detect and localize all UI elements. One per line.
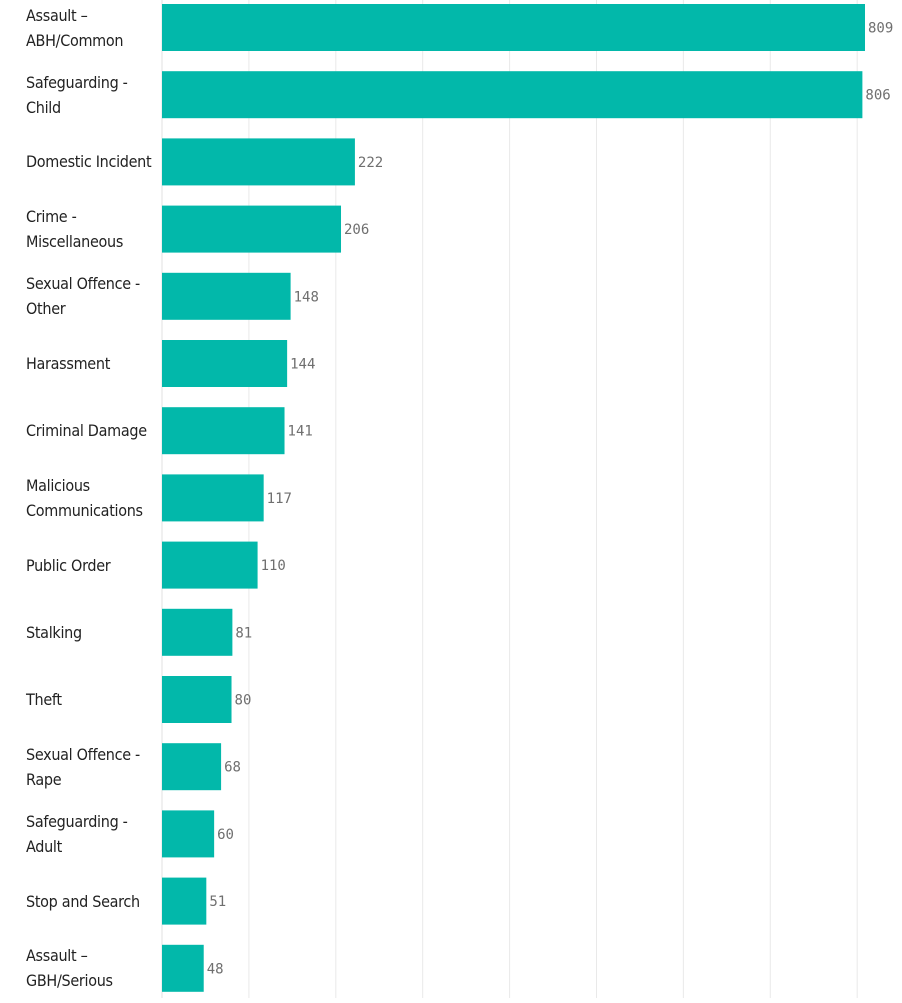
category-label: Harassment <box>26 354 111 373</box>
bar-value-label: 148 <box>294 289 319 305</box>
bar[interactable] <box>162 944 204 992</box>
bars <box>162 4 865 992</box>
category-label: Stop and Search <box>26 891 140 911</box>
bar[interactable] <box>162 407 285 455</box>
bar[interactable] <box>162 743 222 791</box>
bar-value-label: 206 <box>344 222 369 238</box>
bar[interactable] <box>162 676 232 723</box>
bar[interactable] <box>162 205 342 253</box>
bar-value-label: 81 <box>235 625 252 641</box>
bar[interactable] <box>162 877 207 925</box>
category-label: Malicious Communications <box>26 475 143 520</box>
category-label: Public Order <box>26 555 111 575</box>
bar[interactable] <box>162 474 264 522</box>
bar-value-label: 117 <box>267 491 292 507</box>
bar-value-label: 806 <box>865 88 890 104</box>
bar-value-label: 68 <box>224 760 241 776</box>
bar[interactable] <box>162 340 288 387</box>
category-label: Crime - Miscellaneous <box>26 207 124 252</box>
category-label: Theft <box>26 690 62 709</box>
category-label: Assault – GBH/Serious <box>26 946 113 991</box>
bar-value-label: 60 <box>217 827 234 843</box>
bar[interactable] <box>162 272 291 320</box>
category-label: Stalking <box>26 622 82 642</box>
bar-value-label: 80 <box>235 693 252 709</box>
bar-value-label: 110 <box>261 558 286 574</box>
bar[interactable] <box>162 608 233 656</box>
category-label: Safeguarding - Child <box>26 72 128 117</box>
bar[interactable] <box>162 810 215 858</box>
category-label: Domestic Incident <box>26 152 152 172</box>
bar-value-label: 141 <box>288 424 313 440</box>
category-label: Sexual Offence - Other <box>26 274 140 319</box>
category-label: Assault – ABH/Common <box>26 5 124 50</box>
bar-value-label: 144 <box>290 357 315 373</box>
bar-value-label: 48 <box>207 961 224 977</box>
bar[interactable] <box>162 4 865 51</box>
bar-value-label: 222 <box>358 155 383 171</box>
bar-value-label: 809 <box>868 21 893 37</box>
bar[interactable] <box>162 541 258 589</box>
value-labels: 809 806 222 206 148 144 141 117 110 81 80 68 60 51 48 <box>207 21 894 978</box>
category-label: Safeguarding - Adult <box>26 811 128 856</box>
bar[interactable] <box>162 138 355 186</box>
bar[interactable] <box>162 71 863 119</box>
bar-value-label: 51 <box>209 894 226 910</box>
category-label: Criminal Damage <box>26 421 147 441</box>
category-label: Sexual Offence - Rape <box>26 744 140 789</box>
